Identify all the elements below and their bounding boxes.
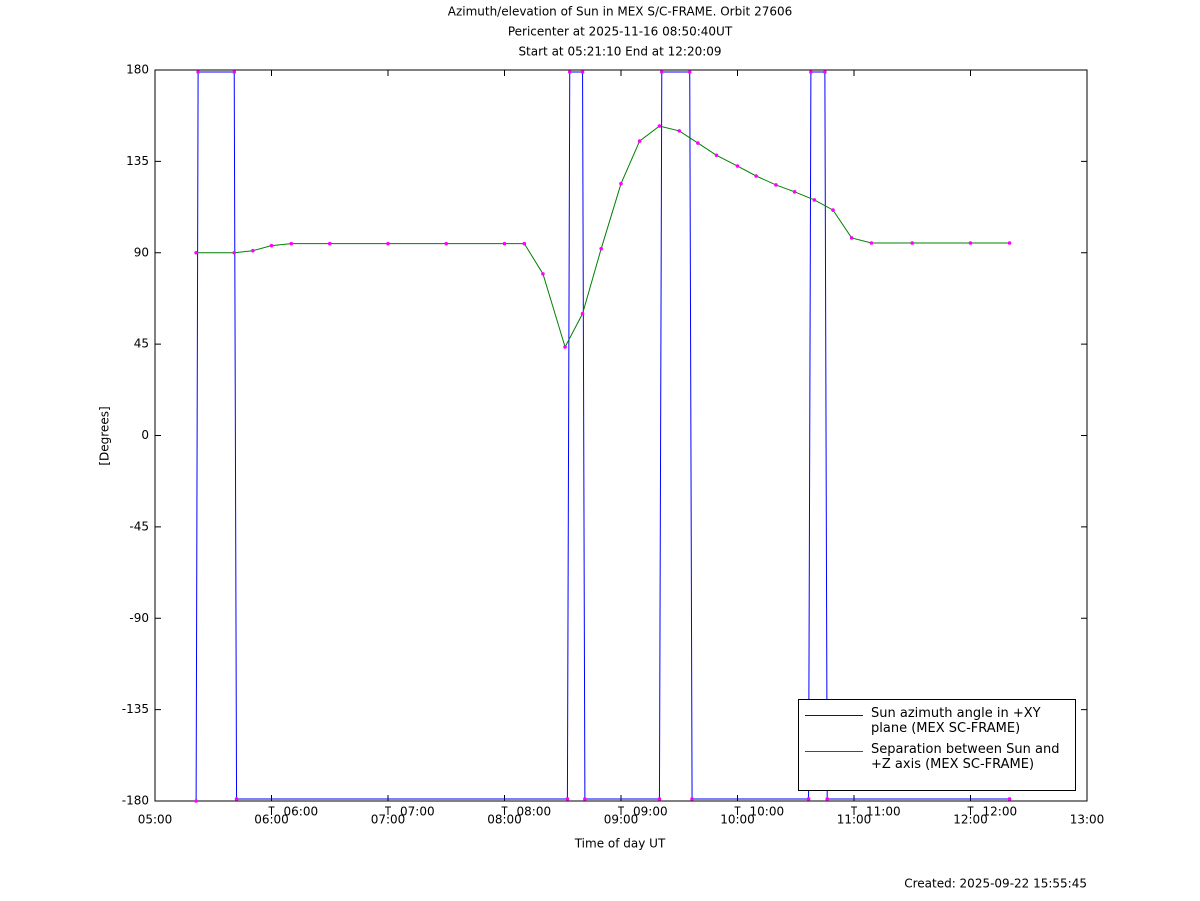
point-marker (327, 241, 332, 246)
point-marker (251, 248, 255, 253)
annotation: 12:00 (983, 805, 1018, 819)
point-marker (563, 345, 567, 349)
point-marker (196, 70, 200, 74)
point-marker (1007, 241, 1012, 245)
point-marker (522, 241, 527, 246)
point-marker (637, 139, 642, 143)
y-tick-label: 135 (126, 154, 149, 168)
legend-swatch (805, 715, 863, 716)
point-marker (823, 70, 827, 74)
point-marker (754, 174, 758, 178)
y-tick-label: -180 (122, 794, 149, 808)
point-marker (386, 241, 390, 246)
point-marker (194, 799, 198, 803)
footer: Created: 2025-09-22 15:55:45 (904, 877, 1087, 891)
x-tick-label: 08:00 (487, 813, 522, 827)
x-tick-label: 10:00 (720, 813, 755, 827)
x-tick-label: 11:00 (837, 813, 872, 827)
y-tick-label: 45 (134, 337, 149, 351)
legend: Sun azimuth angle in +XY plane (MEX SC-F… (798, 699, 1076, 791)
annotation: 07:00 (400, 805, 435, 819)
point-marker (580, 311, 585, 316)
point-marker (289, 241, 294, 246)
y-tick-label: 90 (134, 245, 149, 259)
point-marker (659, 70, 664, 74)
x-axis-label: Time of day UT (574, 837, 666, 851)
y-tick-label: -135 (122, 702, 149, 716)
point-marker (809, 70, 813, 74)
point-marker (735, 164, 740, 168)
point-marker (714, 153, 719, 158)
point-marker (792, 190, 797, 194)
point-marker (232, 70, 237, 74)
point-marker (812, 198, 817, 202)
point-marker (696, 141, 700, 145)
point-marker (657, 124, 662, 128)
y-tick-label: -90 (129, 611, 149, 625)
legend-swatch (805, 751, 863, 752)
y-tick-label: 0 (141, 428, 149, 442)
point-marker (583, 797, 587, 801)
point-marker (677, 129, 682, 133)
point-marker (619, 181, 623, 186)
legend-label: Sun azimuth angle in +XY plane (MEX SC-F… (871, 706, 1041, 736)
point-marker (849, 236, 854, 240)
chart-subtitle: Pericenter at 2025-11-16 08:50:40UT (508, 25, 733, 39)
point-marker (234, 797, 239, 801)
legend-entry: Sun azimuth angle in +XY plane (MEX SC-F… (805, 706, 1069, 736)
point-marker (831, 208, 835, 212)
point-marker (565, 797, 570, 801)
point-marker (910, 241, 915, 245)
point-marker (774, 183, 778, 187)
annotation: 09:00 (633, 805, 668, 819)
x-tick-label: 07:00 (371, 813, 406, 827)
point-marker (806, 797, 811, 801)
legend-entry: Separation between Sun and +Z axis (MEX … (805, 742, 1069, 772)
chart-title: Azimuth/elevation of Sun in MEX S/C-FRAM… (448, 5, 793, 19)
y-tick-label: 180 (126, 63, 149, 77)
point-marker (825, 797, 830, 801)
annotation: 10:00 (750, 805, 785, 819)
point-marker (541, 272, 545, 276)
point-marker (269, 243, 274, 248)
x-tick-label: 12:00 (953, 813, 988, 827)
x-tick-label: 13:00 (1070, 813, 1105, 827)
point-marker (194, 250, 198, 255)
x-tick-label: 06:00 (254, 813, 289, 827)
legend-label: Separation between Sun and +Z axis (MEX … (871, 742, 1060, 772)
x-tick-label: 09:00 (604, 813, 639, 827)
point-marker (444, 241, 449, 246)
plot-frame (154, 69, 1088, 802)
x-tick-label: 05:00 (138, 813, 173, 827)
annotation: 06:00 (284, 805, 319, 819)
point-marker (232, 250, 237, 255)
point-marker (968, 241, 973, 245)
point-marker (687, 70, 692, 74)
annotation: 11:00 (866, 805, 901, 819)
point-marker (580, 70, 585, 74)
point-marker (657, 797, 662, 801)
series-line (196, 125, 1010, 349)
chart-subtitle: Start at 05:21:10 End at 12:20:09 (518, 45, 721, 59)
y-tick-label: -45 (129, 519, 149, 533)
point-marker (599, 246, 603, 251)
y-axis-label: [Degrees] (98, 406, 112, 465)
point-marker (1007, 797, 1012, 801)
series-line (195, 71, 1010, 802)
annotation: 08:00 (517, 805, 552, 819)
point-marker (869, 241, 874, 245)
point-marker (567, 70, 572, 74)
point-marker (690, 797, 694, 801)
point-marker (502, 241, 507, 246)
